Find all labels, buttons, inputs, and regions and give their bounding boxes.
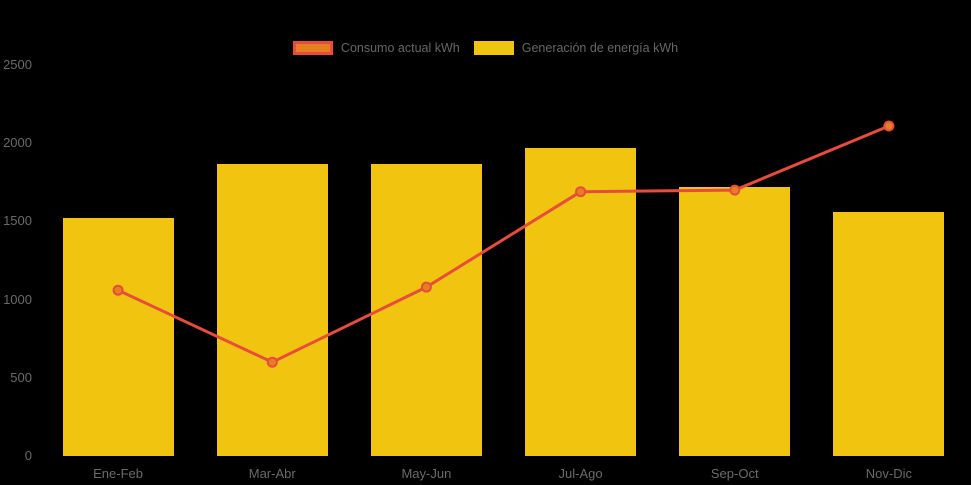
x-tick-label: Sep-Oct [710,466,759,481]
x-tick-label: Mar-Abr [248,466,296,481]
generacion-bar[interactable] [370,163,482,456]
legend-label-generacion: Generación de energía kWh [521,41,679,55]
legend-item-consumo-actual[interactable]: Consumo actual kWh [292,41,460,55]
consumo-line-point[interactable] [112,284,124,296]
generacion-bar[interactable] [679,186,791,456]
y-tick-label: 2000 [3,135,32,151]
y-tick-label: 1500 [3,213,32,229]
y-tick-label: 0 [24,448,32,463]
consumo-line-point[interactable] [420,281,432,293]
legend-label-consumo: Consumo actual kWh [340,41,460,55]
generacion-bar[interactable] [216,163,328,456]
legend-swatch-consumo [292,41,333,55]
consumo-line-point[interactable] [729,184,741,196]
consumo-line-point[interactable] [575,186,587,198]
chart-legend: Consumo actual kWh Generación de energía… [0,41,971,55]
generacion-bar[interactable] [62,218,174,456]
legend-swatch-generacion [473,41,514,55]
x-tick-label: Jul-Ago [558,466,603,481]
x-tick-label: May-Jun [401,466,452,481]
consumo-line-point[interactable] [266,356,278,368]
x-tick-label: Nov-Dic [865,466,913,481]
consumo-line-point[interactable] [883,120,895,132]
generacion-bar[interactable] [833,212,945,456]
legend-item-generacion[interactable]: Generación de energía kWh [473,41,679,55]
y-tick-label: 1000 [3,291,32,307]
y-tick-label: 500 [10,369,32,385]
y-tick-label: 2500 [3,57,32,72]
x-tick-label: Ene-Feb [93,466,144,481]
